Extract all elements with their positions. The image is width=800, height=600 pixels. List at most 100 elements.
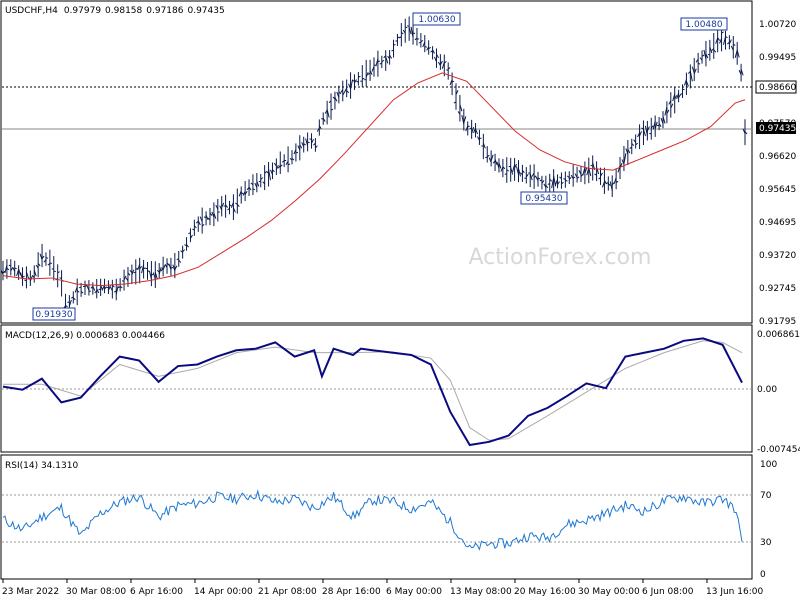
- price-bar-close: [740, 68, 744, 76]
- price-bar-close: [127, 272, 131, 276]
- price-bar-open: [422, 41, 426, 48]
- svg-text:0.006861: 0.006861: [757, 330, 800, 340]
- price-bar-close: [275, 165, 279, 170]
- x-tick-label: 6 Apr 16:00: [130, 587, 183, 597]
- price-bar-open: [496, 161, 500, 169]
- price-bar-close: [623, 153, 627, 164]
- price-bar-close: [244, 190, 248, 195]
- price-bar-open: [199, 216, 203, 222]
- svg-text:100: 100: [760, 460, 777, 470]
- price-bar-open: [309, 138, 312, 140]
- price-bar-open: [250, 182, 254, 186]
- price-bar-close: [186, 244, 189, 248]
- price-bar-close: [221, 202, 225, 208]
- price-bar-open: [94, 290, 98, 294]
- price-bar-open: [246, 187, 250, 191]
- price-bar-close: [439, 60, 443, 66]
- price-bar-open: [148, 270, 152, 280]
- price-bar-open: [449, 79, 453, 86]
- price-bar-open: [594, 173, 597, 176]
- price-bar-open: [570, 174, 574, 179]
- price-bar-open: [121, 280, 125, 282]
- price-bar-close: [80, 291, 84, 294]
- price-bar-close: [549, 178, 553, 182]
- price-bar-close: [685, 80, 689, 87]
- price-bar-open: [641, 127, 644, 130]
- price-bar-close: [518, 168, 521, 177]
- price-bar-close: [486, 154, 490, 158]
- price-bar-open: [668, 100, 672, 105]
- price-bar-close: [22, 275, 25, 278]
- price-bar-close: [299, 144, 303, 149]
- price-bar-close: [420, 39, 424, 43]
- price-bar-open: [0, 269, 4, 275]
- svg-text:0.91795: 0.91795: [759, 317, 796, 327]
- price-bar-close: [369, 70, 373, 75]
- price-bar-close: [14, 267, 17, 270]
- price-bar-open: [8, 264, 12, 267]
- price-bar-close: [330, 108, 334, 111]
- price-bar-close: [354, 79, 357, 84]
- price-bar-close: [557, 181, 560, 185]
- price-bar-open: [512, 164, 516, 173]
- price-bar-open: [184, 244, 187, 247]
- price-bar-open: [559, 176, 562, 179]
- svg-text:1.00630: 1.00630: [418, 15, 455, 25]
- price-bar-close: [408, 27, 412, 35]
- price-bar-open: [551, 177, 555, 189]
- price-bar-open: [281, 160, 285, 163]
- price-bar-open: [156, 269, 160, 273]
- price-bar-open: [47, 263, 51, 266]
- price-bar-open: [727, 41, 730, 45]
- price-bar-open: [566, 175, 570, 179]
- price-bar-close: [522, 169, 525, 174]
- price-bar-open: [399, 36, 402, 39]
- price-bar-open: [16, 269, 20, 277]
- price-bar-open: [734, 50, 738, 58]
- price-bar-close: [151, 273, 154, 276]
- price-bar-close: [49, 262, 53, 265]
- price-bar-close: [272, 169, 275, 173]
- price-bar-open: [164, 263, 168, 268]
- price-bar-close: [342, 91, 346, 96]
- price-bar-open: [617, 165, 621, 173]
- price-bar-close: [463, 116, 467, 123]
- price-bar-close: [154, 272, 158, 280]
- price-bar-close: [240, 191, 244, 195]
- price-bar-close: [428, 46, 431, 50]
- price-bar-close: [41, 255, 45, 260]
- price-bar-close: [37, 263, 41, 267]
- price-bar-close: [642, 129, 646, 137]
- price-bar-open: [71, 296, 74, 299]
- price-bar-open: [293, 149, 297, 155]
- price-bar-open: [313, 142, 316, 146]
- price-bar-close: [209, 212, 213, 216]
- price-bar-close: [654, 121, 658, 130]
- price-bar-close: [650, 125, 654, 129]
- price-bar-open: [601, 181, 605, 188]
- price-y-axis: 1.00720 0.99495 0.97570 0.96620 0.95645 …: [759, 20, 796, 327]
- price-bar-close: [627, 148, 631, 154]
- price-bar-close: [197, 220, 201, 226]
- price-bar-close: [135, 267, 139, 270]
- price-bar-open: [582, 167, 586, 176]
- price-bar-close: [201, 223, 205, 227]
- price-bar-open: [301, 142, 305, 147]
- price-bar-close: [264, 171, 267, 174]
- price-bar-open: [219, 205, 223, 211]
- price-bar-close: [236, 203, 240, 208]
- price-bar-close: [107, 285, 111, 291]
- price-bar-close: [322, 118, 326, 122]
- price-bar-open: [379, 62, 383, 65]
- price-bar-open: [578, 170, 582, 175]
- price-bar-close: [736, 50, 740, 58]
- price-bar-open: [644, 125, 648, 136]
- price-bar-open: [500, 167, 504, 172]
- price-bar-open: [59, 277, 62, 280]
- svg-text:0.95645: 0.95645: [759, 185, 796, 195]
- rsi-line: [2, 489, 743, 551]
- price-bar-close: [2, 270, 6, 274]
- price-bar-open: [43, 259, 47, 263]
- price-bar-close: [268, 169, 272, 181]
